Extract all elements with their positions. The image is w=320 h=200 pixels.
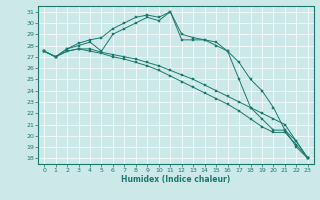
X-axis label: Humidex (Indice chaleur): Humidex (Indice chaleur) xyxy=(121,175,231,184)
